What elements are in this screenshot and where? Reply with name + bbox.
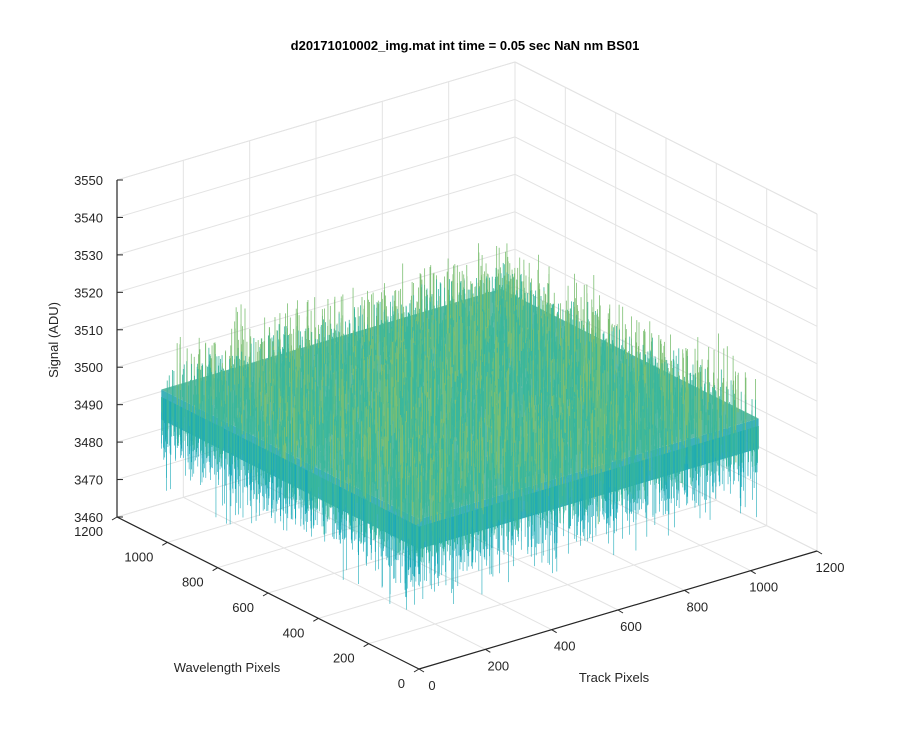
surface-plot: 0200400600800100012000200400600800100012… <box>0 0 900 750</box>
